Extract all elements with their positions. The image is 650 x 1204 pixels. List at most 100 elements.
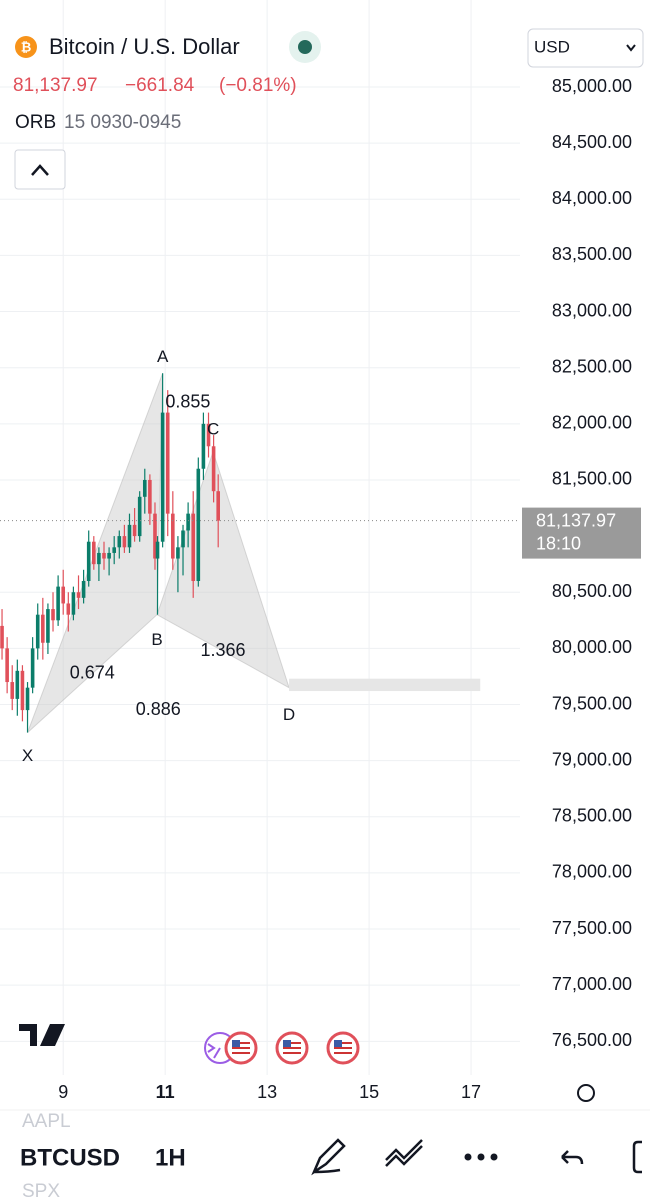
currency: USD bbox=[534, 37, 570, 56]
last-price-label: 81,137.97 bbox=[536, 510, 616, 530]
pattern-point-label: C bbox=[207, 419, 219, 438]
candle-body bbox=[186, 513, 190, 531]
candle-body bbox=[137, 496, 142, 537]
x-tick-label: 13 bbox=[257, 1082, 277, 1102]
y-tick-label: 80,000.00 bbox=[552, 637, 632, 657]
candle-body bbox=[102, 552, 106, 559]
candle-body bbox=[201, 423, 206, 469]
candle-body bbox=[66, 603, 71, 615]
y-tick-label: 78,000.00 bbox=[552, 862, 632, 882]
y-tick-label: 79,000.00 bbox=[552, 749, 632, 769]
candle-body bbox=[86, 541, 91, 582]
currency-select[interactable] bbox=[527, 28, 644, 68]
market-status-dot bbox=[298, 40, 312, 54]
pattern-ratio: 0.886 bbox=[136, 699, 181, 719]
candle-body bbox=[41, 614, 45, 643]
candle-body bbox=[181, 530, 185, 548]
candle-body bbox=[122, 536, 127, 548]
y-tick-label: 84,000.00 bbox=[552, 188, 632, 208]
tv-logo bbox=[19, 1024, 65, 1046]
chevron-up bbox=[31, 164, 49, 176]
y-tick-label: 77,500.00 bbox=[552, 918, 632, 938]
last-price-badge bbox=[522, 507, 641, 559]
candle-body bbox=[97, 552, 101, 565]
candle-body bbox=[160, 412, 165, 542]
price: 81,137.97 bbox=[13, 75, 98, 96]
candle-body bbox=[81, 581, 86, 598]
chevron-down bbox=[626, 44, 636, 52]
countdown-label: 18:10 bbox=[536, 533, 581, 553]
more-icon[interactable] bbox=[464, 1153, 498, 1161]
pattern-point-label: X bbox=[22, 746, 33, 765]
candle-body bbox=[46, 609, 50, 643]
y-tick-label: 82,000.00 bbox=[552, 413, 632, 433]
x-tick-label: 15 bbox=[359, 1082, 379, 1102]
y-tick-label: 76,500.00 bbox=[552, 1030, 632, 1050]
y-tick-label: 83,000.00 bbox=[552, 300, 632, 320]
candle-body bbox=[211, 446, 216, 492]
btc-glyph: ₿ bbox=[21, 39, 32, 54]
target-zone bbox=[289, 678, 481, 692]
candle-body bbox=[155, 541, 160, 559]
candle-body bbox=[191, 513, 196, 582]
pattern-ratio: 0.674 bbox=[70, 662, 115, 682]
y-tick-label: 79,500.00 bbox=[552, 693, 632, 713]
candle-body bbox=[132, 524, 137, 537]
x-tick-label: 9 bbox=[58, 1082, 68, 1102]
y-tick-label: 85,000.00 bbox=[552, 76, 632, 96]
y-tick-label: 78,500.00 bbox=[552, 806, 632, 826]
indicator-params[interactable]: 15 0930-0945 bbox=[64, 112, 181, 133]
candle-body bbox=[92, 541, 96, 565]
watch-above[interactable]: AAPL bbox=[22, 1111, 71, 1132]
candle-body bbox=[51, 609, 55, 621]
candle-body bbox=[176, 547, 180, 559]
y-tick-label: 81,500.00 bbox=[552, 469, 632, 489]
candle-body bbox=[216, 491, 220, 521]
toolbar-symbol[interactable]: BTCUSD bbox=[20, 1144, 120, 1171]
candle-body bbox=[127, 524, 132, 548]
y-tick-label: 77,000.00 bbox=[552, 974, 632, 994]
pattern-point-label: D bbox=[283, 705, 295, 724]
change-pct: (−0.81%) bbox=[219, 75, 297, 96]
draw-icon[interactable] bbox=[311, 1138, 346, 1176]
undo-icon[interactable] bbox=[561, 1150, 584, 1165]
candle-body bbox=[35, 614, 40, 649]
candle-body bbox=[71, 592, 76, 615]
watch-below[interactable]: SPX bbox=[22, 1181, 60, 1202]
y-tick-label: 84,500.00 bbox=[552, 132, 632, 152]
candle-body bbox=[196, 468, 201, 582]
x-tick-label: 17 bbox=[461, 1082, 481, 1102]
candle-body bbox=[30, 648, 35, 688]
indicators-icon[interactable] bbox=[385, 1139, 423, 1167]
x-tick-label: 11 bbox=[156, 1082, 175, 1102]
pattern-ratio: 1.366 bbox=[201, 640, 246, 660]
candle-body bbox=[117, 536, 122, 548]
candle-body bbox=[148, 479, 152, 514]
settings-icon[interactable] bbox=[577, 1084, 595, 1102]
pattern-ratio: 0.855 bbox=[165, 391, 210, 411]
collapse-button[interactable] bbox=[14, 149, 66, 190]
candle-body bbox=[5, 648, 9, 683]
candle-body bbox=[61, 586, 66, 604]
change: −661.84 bbox=[125, 75, 195, 96]
toolbar-interval[interactable]: 1H bbox=[155, 1144, 186, 1171]
pattern-triangle bbox=[156, 450, 290, 689]
pattern-point-label: A bbox=[157, 347, 169, 366]
candle-body bbox=[171, 513, 175, 559]
fullscreen-icon[interactable] bbox=[632, 1140, 642, 1174]
candle-body bbox=[142, 479, 147, 497]
candle-body bbox=[0, 625, 4, 649]
events[interactable] bbox=[204, 1031, 360, 1065]
candle-body bbox=[56, 586, 60, 621]
y-tick-label: 82,500.00 bbox=[552, 356, 632, 376]
candle-body bbox=[107, 552, 111, 559]
candle-body bbox=[25, 687, 30, 711]
candle-body bbox=[206, 423, 211, 447]
indicator-name[interactable]: ORB bbox=[15, 112, 56, 133]
y-tick-label: 83,500.00 bbox=[552, 244, 632, 264]
symbol-title[interactable]: Bitcoin / U.S. Dollar bbox=[49, 34, 240, 59]
candle-body bbox=[165, 412, 170, 514]
candle-body bbox=[20, 670, 25, 711]
candle-body bbox=[10, 682, 15, 699]
